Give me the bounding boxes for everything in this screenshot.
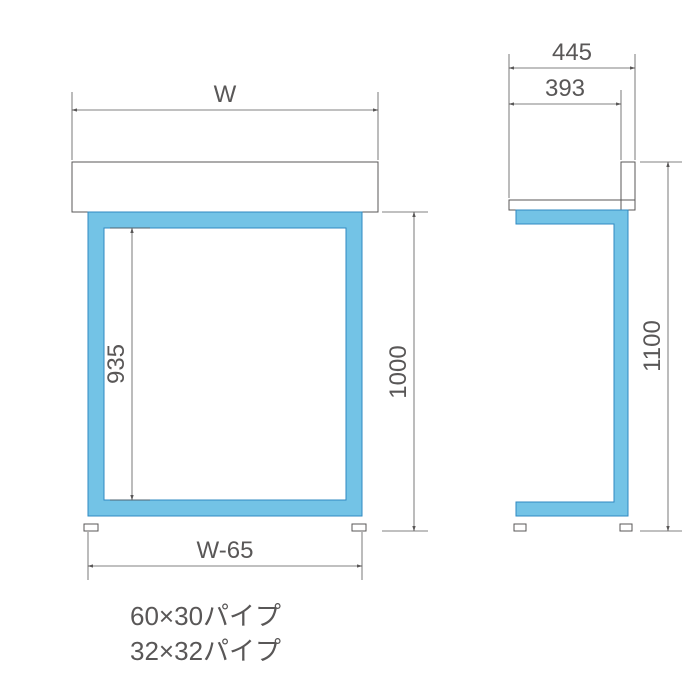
side-worktop (509, 200, 635, 210)
dim-front-top-label: W (214, 81, 237, 108)
dim-front-935-label: 935 (103, 344, 130, 384)
side-upstand (621, 162, 635, 210)
front-frame-inner (104, 228, 346, 500)
note-pipe1: 60×30パイプ (130, 601, 281, 631)
dim-side-393-label: 393 (545, 75, 585, 102)
dim-side-393: 393 (509, 75, 621, 160)
dim-front-top: W (72, 81, 378, 160)
dim-side-1100-label: 1100 (639, 320, 666, 372)
dim-front-1000-label: 1000 (385, 345, 412, 398)
side-foot-l (514, 524, 526, 531)
dim-front-935: 935 (103, 228, 150, 500)
dim-side-1100: 1100 (639, 162, 682, 531)
side-frame-edge (516, 210, 628, 516)
front-view: W W-65 935 1000 (72, 81, 428, 580)
side-foot-r (620, 524, 632, 531)
dim-front-bottom-label: W-65 (197, 537, 254, 564)
front-foot-r (352, 524, 366, 531)
dim-front-1000: 1000 (382, 212, 428, 531)
dim-front-bottom: W-65 (88, 532, 362, 580)
dim-side-445-label: 445 (552, 39, 592, 66)
front-foot-l (84, 524, 98, 531)
note-pipe2: 32×32パイプ (130, 636, 281, 666)
side-frame (516, 210, 628, 516)
side-frame-fill (516, 210, 628, 516)
dim-side-445: 445 (509, 39, 635, 198)
side-view: 445 393 1100 (509, 39, 682, 531)
front-worktop (72, 162, 378, 212)
